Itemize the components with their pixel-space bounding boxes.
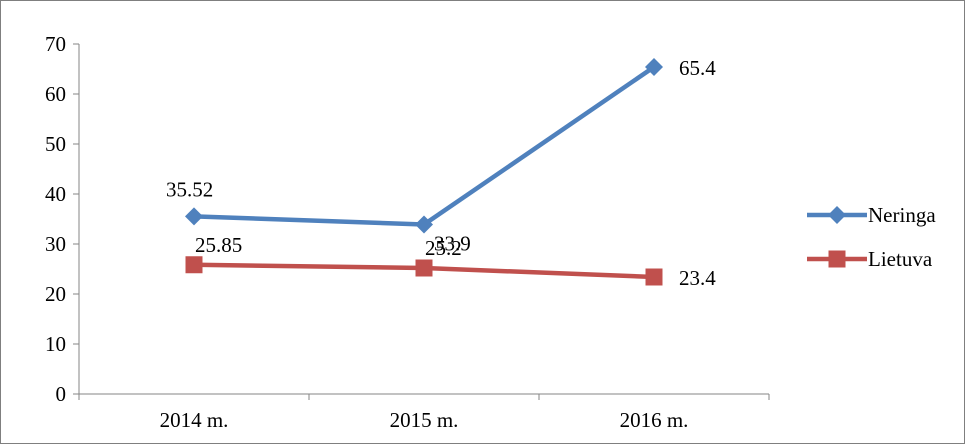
y-tick-label: 70 bbox=[45, 32, 66, 56]
data-point-marker bbox=[185, 207, 203, 226]
data-label: 35.52 bbox=[166, 177, 213, 201]
legend: Neringa Lietuva bbox=[807, 203, 936, 271]
axes bbox=[78, 44, 769, 395]
data-label: 23.4 bbox=[679, 266, 716, 290]
series-neringa bbox=[185, 58, 663, 234]
data-point-marker bbox=[415, 259, 433, 277]
series-line bbox=[193, 65, 656, 227]
y-tick-label: 50 bbox=[45, 132, 66, 156]
x-tick-label: 2016 m. bbox=[620, 408, 689, 432]
data-label: 33.9 bbox=[434, 232, 471, 256]
y-tick-label: 30 bbox=[45, 232, 66, 256]
legend-marker bbox=[828, 206, 846, 224]
y-tick-label: 0 bbox=[56, 382, 67, 406]
x-axis-ticks: 2014 m. 2015 m. 2016 m. bbox=[78, 394, 770, 432]
data-point-marker bbox=[645, 268, 663, 286]
legend-marker bbox=[828, 250, 846, 268]
y-tick-label: 10 bbox=[45, 332, 66, 356]
y-tick-label: 20 bbox=[45, 282, 66, 306]
legend-label: Neringa bbox=[868, 203, 936, 227]
y-tick-label: 60 bbox=[45, 82, 66, 106]
x-tick-label: 2014 m. bbox=[160, 408, 229, 432]
data-label: 25.85 bbox=[195, 233, 242, 257]
data-labels: 35.52 33.9 65.4 25.85 25.2 23.4 bbox=[166, 56, 716, 290]
y-axis-ticks: 0 10 20 30 40 50 60 70 bbox=[45, 32, 79, 406]
series-lietuva bbox=[185, 256, 663, 286]
data-point-marker bbox=[415, 215, 433, 234]
y-tick-label: 40 bbox=[45, 182, 66, 206]
data-label: 65.4 bbox=[679, 56, 716, 80]
series-layer bbox=[185, 58, 663, 286]
legend-label: Lietuva bbox=[868, 247, 933, 271]
data-point-marker bbox=[185, 256, 203, 274]
x-tick-label: 2015 m. bbox=[390, 408, 459, 432]
data-label: 25.2 bbox=[425, 236, 462, 260]
legend-item-lietuva: Lietuva bbox=[807, 247, 933, 271]
data-point-marker bbox=[645, 58, 663, 76]
legend-item-neringa: Neringa bbox=[807, 203, 936, 227]
